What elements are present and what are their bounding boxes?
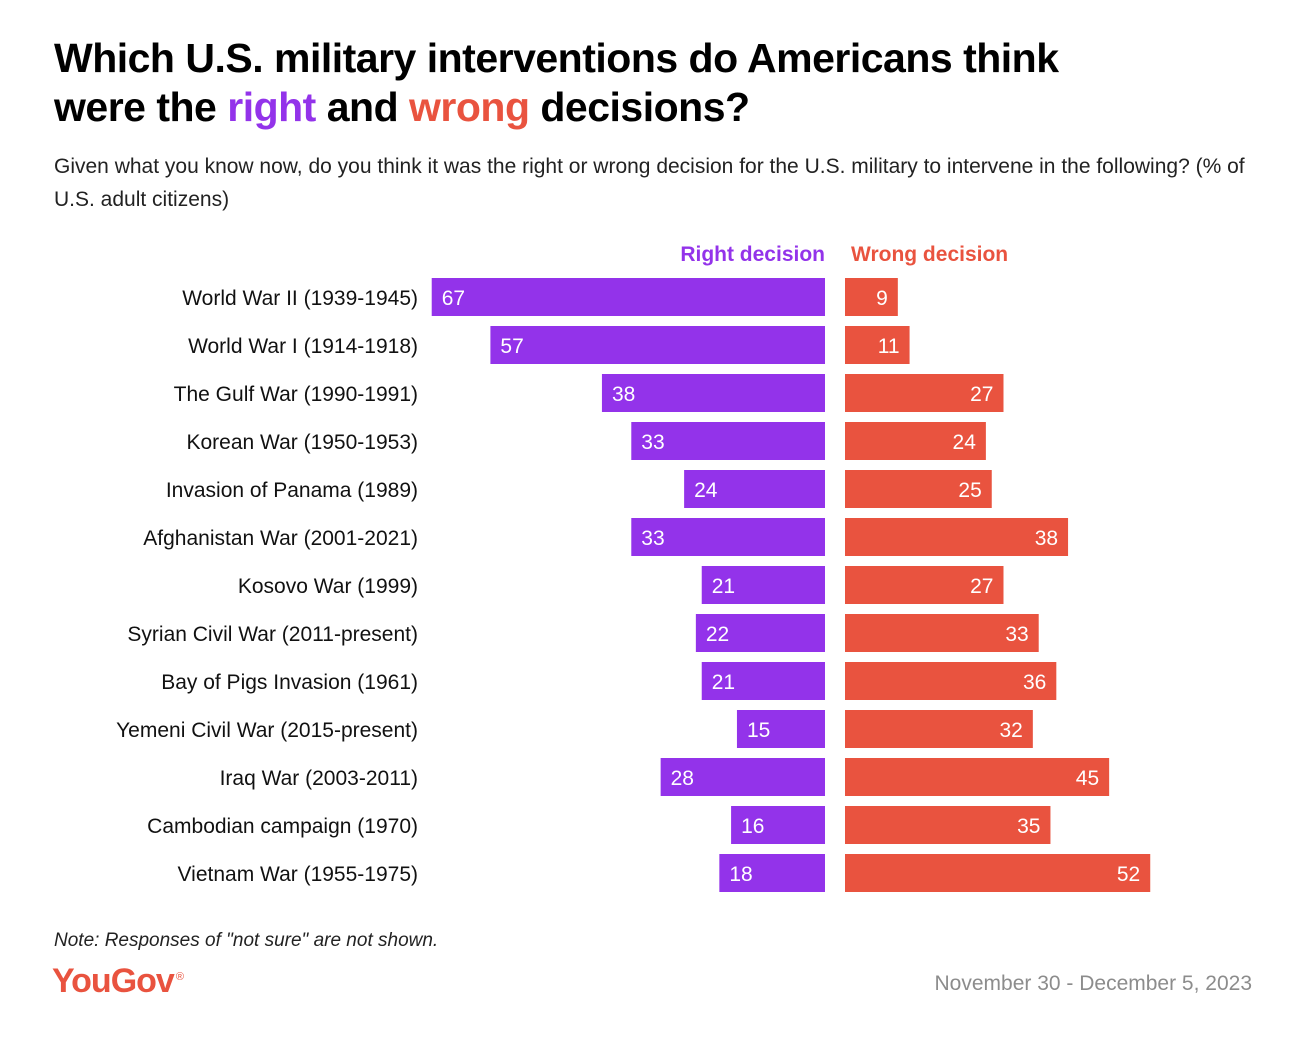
right-decision-bar xyxy=(431,278,825,316)
logo-registered-mark: ® xyxy=(175,970,184,983)
yougov-logo: YouGov ® xyxy=(52,962,184,1001)
right-decision-bar xyxy=(631,422,825,460)
wrong-decision-value: 45 xyxy=(1076,767,1099,790)
category-label: Yemeni Civil War (2015-present) xyxy=(116,719,418,742)
right-decision-value: 38 xyxy=(612,383,635,406)
right-decision-value: 22 xyxy=(706,623,729,646)
diverging-bar-chart: Right decision Wrong decision World War II… xyxy=(116,243,1151,892)
wrong-decision-value: 27 xyxy=(970,383,993,406)
right-decision-bar xyxy=(701,566,825,604)
right-decision-value: 33 xyxy=(641,527,664,550)
right-decision-bar xyxy=(736,710,825,748)
chart-title: Which U.S. military interventions do Ame… xyxy=(54,34,1274,132)
right-decision-bar xyxy=(731,806,825,844)
right-decision-bar xyxy=(601,374,825,412)
title-line-2-prefix: were the xyxy=(54,84,228,130)
wrong-decision-bar xyxy=(845,518,1069,556)
category-label: Bay of Pigs Invasion (1961) xyxy=(161,671,418,694)
wrong-decision-bar xyxy=(845,854,1151,892)
category-label: The Gulf War (1990-1991) xyxy=(174,383,418,406)
right-decision-value: 21 xyxy=(712,671,735,694)
right-decision-bar xyxy=(701,662,825,700)
category-label: Vietnam War (1955-1975) xyxy=(178,863,418,886)
wrong-decision-value: 27 xyxy=(970,575,993,598)
wrong-decision-value: 25 xyxy=(958,479,981,502)
wrong-decision-bar xyxy=(845,614,1039,652)
category-label: World War I (1914-1918) xyxy=(188,335,418,358)
category-label: Invasion of Panama (1989) xyxy=(166,479,418,502)
wrong-decision-bar xyxy=(845,662,1057,700)
category-label: Syrian Civil War (2011-present) xyxy=(127,623,418,646)
right-decision-bar xyxy=(490,326,825,364)
legend-wrong-decision: Wrong decision xyxy=(851,243,1008,266)
category-label: Korean War (1950-1953) xyxy=(186,431,418,454)
wrong-decision-value: 52 xyxy=(1117,863,1140,886)
wrong-decision-value: 32 xyxy=(999,719,1022,742)
wrong-decision-value: 33 xyxy=(1005,623,1028,646)
category-label: Iraq War (2003-2011) xyxy=(220,767,418,790)
right-decision-value: 57 xyxy=(500,335,523,358)
chart-subtitle: Given what you know now, do you think it… xyxy=(54,155,1245,211)
legend-right-decision: Right decision xyxy=(680,243,825,266)
right-decision-bar xyxy=(631,518,825,556)
wrong-decision-value: 9 xyxy=(876,287,888,310)
right-decision-value: 16 xyxy=(741,815,764,838)
wrong-decision-bar xyxy=(845,710,1033,748)
wrong-decision-bar xyxy=(845,422,986,460)
wrong-decision-bar xyxy=(845,758,1110,796)
right-decision-value: 24 xyxy=(694,479,718,502)
title-middle: and xyxy=(315,84,410,130)
footnote: Note: Responses of "not sure" are not sh… xyxy=(54,930,439,951)
right-decision-value: 33 xyxy=(641,431,664,454)
wrong-decision-bar xyxy=(845,374,1004,412)
right-decision-value: 28 xyxy=(671,767,694,790)
wrong-decision-bar xyxy=(845,278,898,316)
category-label: Afghanistan War (2001-2021) xyxy=(143,527,418,550)
right-decision-value: 15 xyxy=(747,719,770,742)
wrong-decision-bar xyxy=(845,326,910,364)
title-line-1: Which U.S. military interventions do Ame… xyxy=(54,35,1059,81)
wrong-decision-bar xyxy=(845,470,992,508)
survey-date: November 30 - December 5, 2023 xyxy=(934,972,1253,995)
right-decision-bar xyxy=(719,854,825,892)
right-decision-value: 18 xyxy=(729,863,752,886)
right-decision-bar xyxy=(684,470,825,508)
right-decision-bar xyxy=(660,758,825,796)
wrong-decision-value: 36 xyxy=(1023,671,1046,694)
logo-text: YouGov xyxy=(52,962,175,1000)
wrong-decision-value: 38 xyxy=(1035,527,1058,550)
title-line-2-suffix: decisions? xyxy=(529,84,750,130)
right-decision-value: 21 xyxy=(712,575,735,598)
right-decision-bar xyxy=(695,614,825,652)
right-decision-value: 67 xyxy=(442,287,465,310)
category-label: Cambodian campaign (1970) xyxy=(147,815,418,838)
wrong-decision-bar xyxy=(845,566,1004,604)
wrong-decision-bar xyxy=(845,806,1051,844)
category-label: World War II (1939-1945) xyxy=(182,287,418,310)
wrong-decision-value: 35 xyxy=(1017,815,1040,838)
category-label: Kosovo War (1999) xyxy=(238,575,418,598)
wrong-decision-value: 24 xyxy=(953,431,977,454)
wrong-decision-value: 11 xyxy=(878,335,900,358)
title-right-word: right xyxy=(227,84,316,130)
title-wrong-word: wrong xyxy=(409,84,530,130)
